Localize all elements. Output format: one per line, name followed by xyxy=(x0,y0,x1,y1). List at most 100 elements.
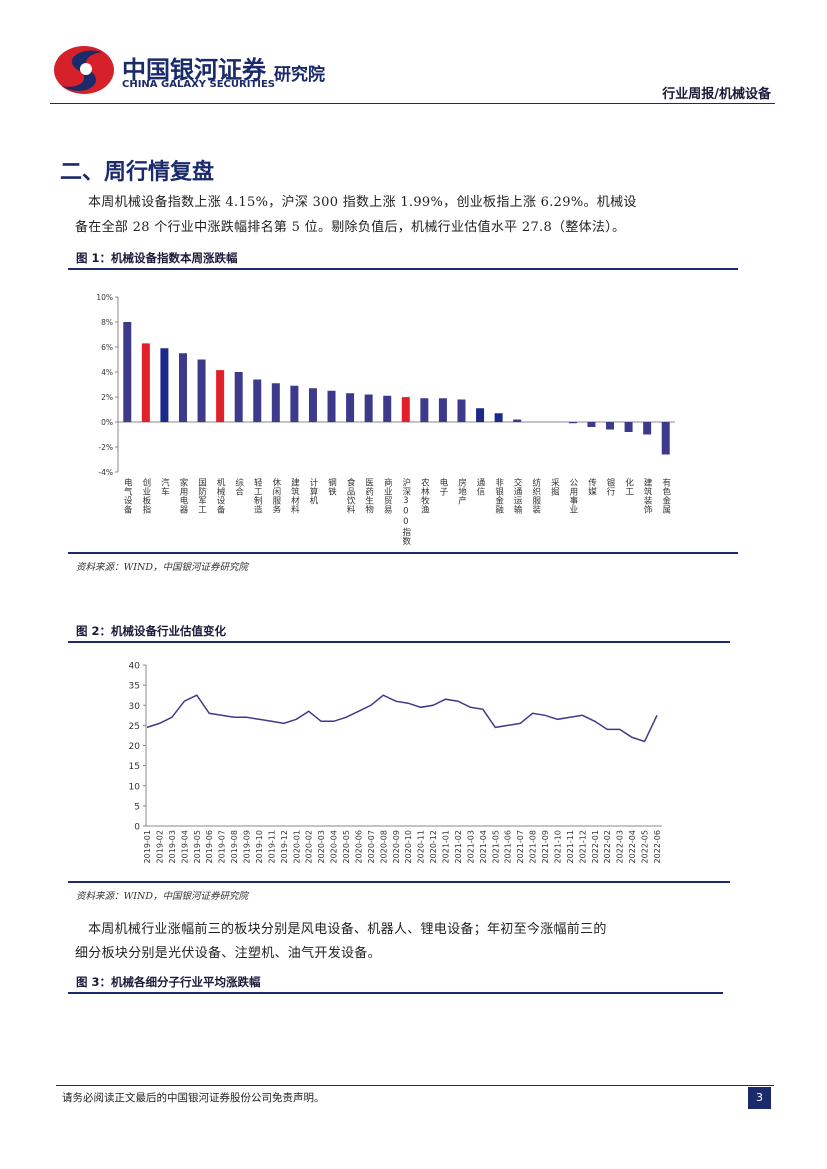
y-tick-label: -2% xyxy=(98,443,113,452)
x-tick-label: 2019-04 xyxy=(180,830,189,863)
x-tick-label: 医药生物 xyxy=(364,478,374,514)
x-tick-label: 2020-09 xyxy=(392,830,401,863)
x-tick-label: 2021-02 xyxy=(454,830,463,863)
x-tick-label: 非银金融 xyxy=(494,477,504,514)
bar xyxy=(216,370,225,422)
x-tick-label: 2019-05 xyxy=(193,830,202,863)
x-tick-label: 计算机 xyxy=(308,477,318,505)
x-tick-label: 2020-11 xyxy=(417,830,426,863)
x-tick-label: 采掘 xyxy=(549,477,559,496)
figure-source: 资料来源：WIND，中国银河证券研究院 xyxy=(76,891,248,902)
x-tick-label: 2019-06 xyxy=(205,830,214,863)
section-title: 二、周行情复盘 xyxy=(60,160,215,185)
x-tick-label: 2021-10 xyxy=(553,830,562,863)
figure-caption: 图 3：机械各细分子行业平均涨跌幅 xyxy=(76,975,261,989)
bar xyxy=(290,385,299,422)
x-tick-label: 房地产 xyxy=(456,477,466,505)
figure-source: 资料来源：WIND，中国银河证券研究院 xyxy=(76,562,248,573)
x-tick-label: 2020-07 xyxy=(367,830,376,863)
x-tick-label: 2019-08 xyxy=(230,830,239,863)
y-tick-label: 10 xyxy=(129,782,141,792)
company-cn: 中国银河证券 xyxy=(122,56,266,84)
x-tick-label: 公用事业 xyxy=(568,478,578,514)
x-tick-label: 2020-06 xyxy=(354,830,363,863)
bar xyxy=(568,422,577,424)
x-tick-label: 2019-11 xyxy=(267,830,276,863)
x-tick-label: 2022-02 xyxy=(603,830,612,863)
y-tick-label: 35 xyxy=(129,682,140,692)
x-tick-label: 2022-03 xyxy=(616,830,625,863)
y-tick-label: 6% xyxy=(101,343,113,352)
bar xyxy=(160,348,169,422)
x-tick-label: 化工 xyxy=(624,477,634,496)
bar xyxy=(346,393,355,422)
bar xyxy=(457,399,466,422)
bar xyxy=(271,383,280,422)
x-tick-label: 2019-12 xyxy=(280,830,289,863)
y-tick-label: 25 xyxy=(129,722,140,732)
x-tick-label: 2021-11 xyxy=(566,830,575,863)
x-tick-label: 2019-09 xyxy=(243,830,252,863)
x-tick-label: 2021-04 xyxy=(479,830,488,863)
bar xyxy=(624,422,633,432)
x-tick-label: 2022-06 xyxy=(653,830,662,863)
bar xyxy=(494,413,503,422)
x-tick-label: 交通运输 xyxy=(512,477,522,514)
x-tick-label: 2019-03 xyxy=(168,830,177,863)
x-tick-label: 2020-02 xyxy=(305,830,314,863)
y-tick-label: 40 xyxy=(129,662,141,672)
y-tick-label: 5 xyxy=(134,802,140,812)
x-tick-label: 2020-01 xyxy=(292,830,301,863)
x-tick-label: 2022-05 xyxy=(641,830,650,863)
x-tick-label: 传媒 xyxy=(586,477,596,496)
x-tick-label: 2021-03 xyxy=(466,830,475,863)
figure-caption: 图 2：机械设备行业估值变化 xyxy=(76,624,227,638)
institute: 研究院 xyxy=(274,65,325,85)
x-tick-label: 建筑装饰 xyxy=(642,477,652,514)
bar xyxy=(197,359,206,422)
y-tick-label: 4% xyxy=(101,368,113,377)
x-tick-label: 钢铁 xyxy=(327,477,337,496)
caption-rule xyxy=(68,268,738,270)
bar xyxy=(606,422,615,430)
x-tick-label: 有色金属 xyxy=(661,477,671,514)
bar xyxy=(234,372,243,422)
x-tick-label: 2021-09 xyxy=(541,830,550,863)
bar xyxy=(327,390,336,422)
x-tick-label: 2020-12 xyxy=(429,830,438,863)
y-tick-label: 10% xyxy=(96,293,113,302)
figure-rule xyxy=(68,552,738,554)
bar xyxy=(476,408,485,422)
x-tick-label: 国防军工 xyxy=(197,478,207,514)
bar xyxy=(364,394,373,422)
bar xyxy=(253,379,262,422)
x-tick-label: 银行 xyxy=(605,477,615,496)
x-tick-label: 2020-10 xyxy=(404,830,413,863)
x-tick-label: 2020-05 xyxy=(342,830,351,863)
y-tick-label: 0 xyxy=(134,823,140,833)
caption-rule xyxy=(68,641,730,643)
x-tick-label: 2020-08 xyxy=(379,830,388,863)
x-tick-label: 2019-07 xyxy=(218,830,227,863)
x-tick-label: 建筑材料 xyxy=(289,477,299,514)
footer-rule xyxy=(56,1085,774,1086)
bar xyxy=(123,322,132,422)
bar xyxy=(401,397,410,422)
x-tick-label: 2019-10 xyxy=(255,830,264,863)
bar xyxy=(661,422,670,455)
bar xyxy=(420,398,429,422)
bar xyxy=(178,353,187,422)
bar xyxy=(438,398,447,422)
x-tick-label: 电气设备 xyxy=(122,477,132,514)
x-tick-label: 食品饮料 xyxy=(345,477,355,514)
bar xyxy=(587,422,596,427)
y-tick-label: 15 xyxy=(129,762,140,772)
x-tick-label: 机械设备 xyxy=(215,477,225,514)
y-tick-label: 0% xyxy=(101,418,113,427)
bar xyxy=(513,419,522,422)
x-tick-label: 综合 xyxy=(234,477,244,496)
figure-caption: 图 1：机械设备指数本周涨跌幅 xyxy=(76,251,238,265)
line-series xyxy=(146,694,658,743)
